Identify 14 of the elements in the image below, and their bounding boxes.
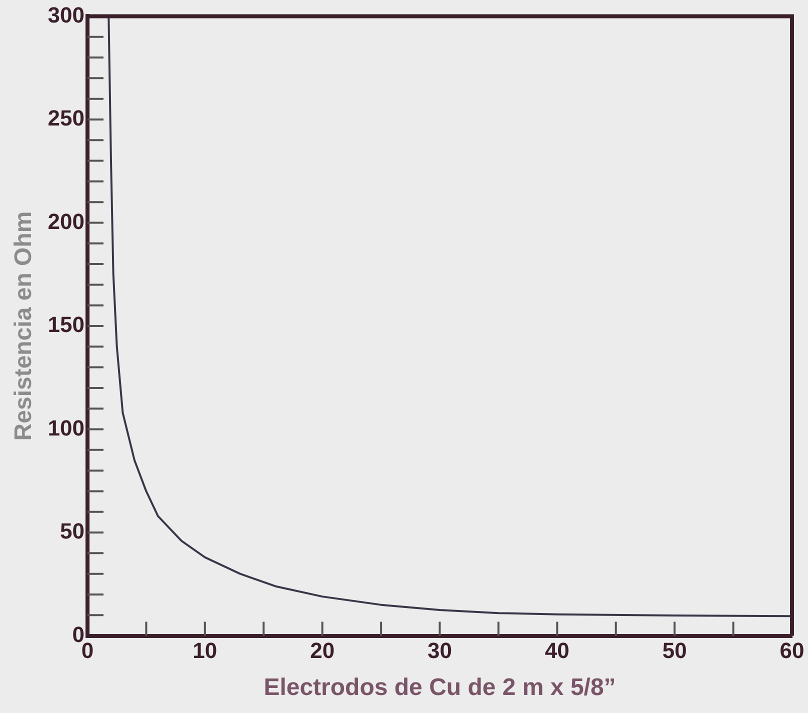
x-axis-title: Electrodos de Cu de 2 m x 5/8” [264,674,616,702]
y-tick-label: 150 [48,312,85,338]
y-axis-title: Resistencia en Ohm [10,211,38,441]
x-tick-label: 10 [192,638,218,664]
x-tick-label: 30 [428,638,452,664]
y-tick-label: 250 [48,106,85,131]
y-tick-label: 300 [48,2,85,28]
x-tick-label: 50 [662,638,687,664]
y-tick-label: 200 [48,208,85,234]
x-tick-label: 20 [310,638,335,664]
x-tick-label: 40 [544,638,570,664]
y-tick-label: 100 [48,415,85,440]
x-tick-label: 60 [780,638,804,664]
y-tick-label: 50 [60,518,85,544]
